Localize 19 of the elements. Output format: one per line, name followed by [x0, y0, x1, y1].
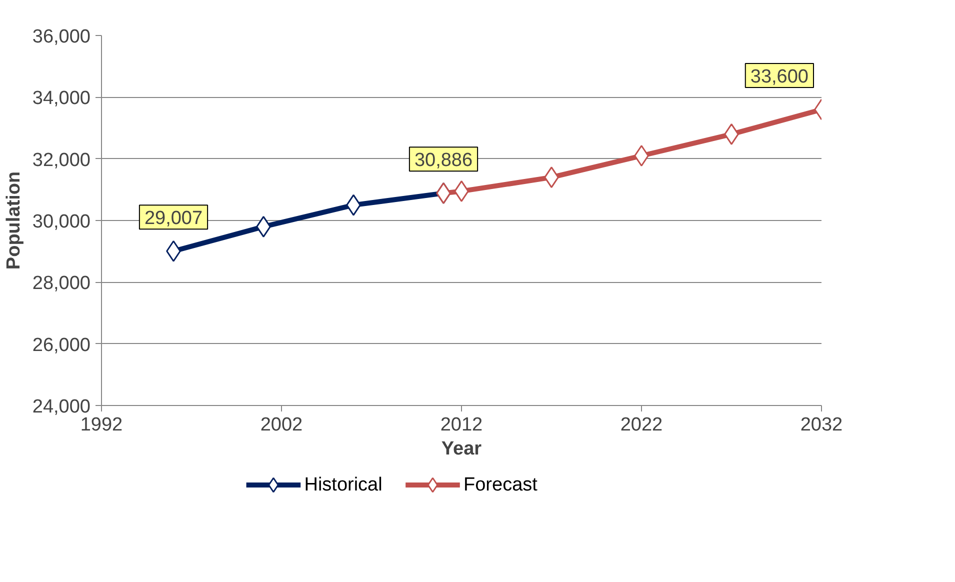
y-tick-label: 28,000 — [32, 273, 91, 294]
y-tick-label: 34,000 — [32, 88, 91, 110]
x-tick-label: 2022 — [620, 414, 663, 436]
annotation: 33,600 — [750, 66, 809, 88]
legend-label: Historical — [304, 474, 382, 496]
annotation: 29,007 — [144, 208, 203, 230]
x-tick-label: 2012 — [440, 414, 483, 436]
y-tick-label: 24,000 — [32, 396, 91, 418]
legend-label: Forecast — [464, 474, 538, 496]
x-axis-title: Year — [441, 438, 482, 460]
y-axis-title: Population — [3, 171, 24, 270]
x-tick-label: 1992 — [80, 414, 123, 436]
y-tick-label: 26,000 — [32, 334, 91, 356]
annotation: 30,886 — [414, 150, 473, 172]
x-tick-label: 2032 — [800, 414, 843, 436]
x-tick-label: 2002 — [260, 414, 303, 436]
y-tick-label: 32,000 — [32, 150, 91, 171]
y-tick-label: 30,000 — [32, 212, 91, 232]
y-tick-label: 36,000 — [32, 26, 91, 48]
